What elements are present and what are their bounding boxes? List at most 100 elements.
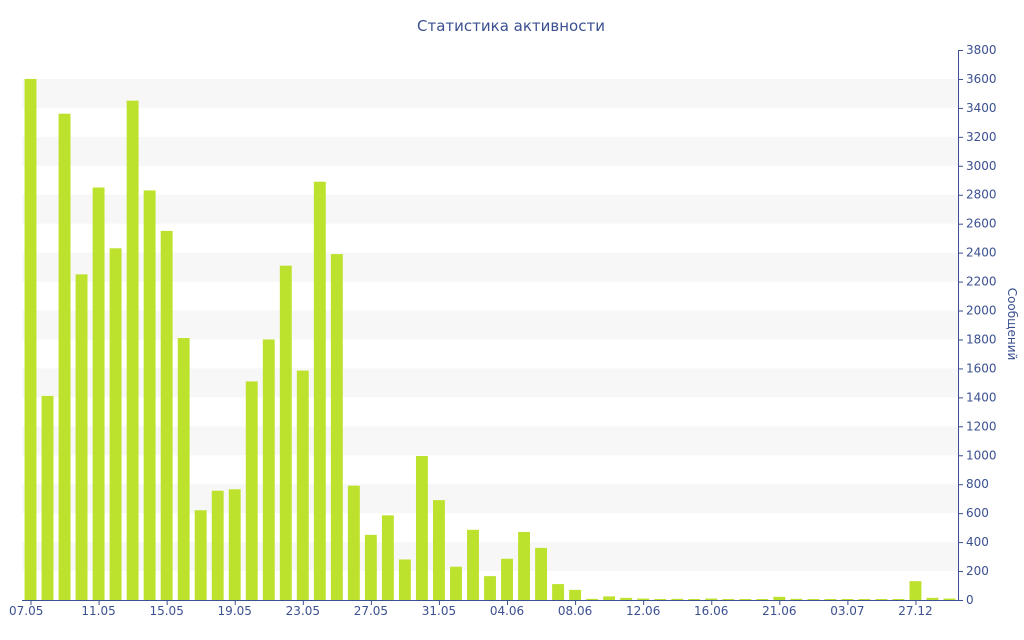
bar — [24, 78, 37, 600]
bar — [177, 338, 190, 600]
chart-title: Статистика активности — [417, 17, 605, 35]
bar — [450, 566, 462, 600]
bar — [654, 599, 667, 600]
bar — [552, 584, 565, 600]
bar — [245, 381, 258, 600]
x-tick-label: 08.06 — [558, 604, 592, 618]
y-tick-label: 1000 — [966, 448, 997, 462]
bar — [892, 599, 905, 600]
bar — [347, 485, 360, 600]
y-tick-label: 600 — [966, 506, 989, 520]
x-tick-label: 03.07 — [830, 604, 864, 618]
grid-bands — [22, 78, 958, 572]
bar — [637, 598, 650, 600]
y-tick-label: 3400 — [966, 101, 997, 115]
y-tick-labels: 0 200 400 600 800 1000 1200 1400 1600 1800 2000 220… — [958, 43, 997, 607]
bar — [58, 113, 71, 601]
bar — [739, 599, 752, 600]
x-tick-label: 27.12 — [898, 604, 932, 618]
bar — [722, 599, 735, 600]
bar — [330, 254, 343, 600]
bar — [756, 599, 769, 600]
bar — [381, 515, 394, 600]
y-tick-label: 1400 — [966, 390, 997, 404]
bar — [296, 370, 309, 600]
bar — [92, 187, 105, 600]
y-tick-label: 2200 — [966, 275, 997, 289]
bar — [824, 599, 837, 600]
x-tick-label: 23.05 — [286, 604, 320, 618]
bar — [126, 100, 139, 600]
bar — [569, 589, 582, 600]
bar — [518, 531, 530, 600]
x-tick-label: 31.05 — [422, 604, 456, 618]
bar — [415, 455, 428, 600]
y-tick-label: 800 — [966, 477, 989, 491]
y-tick-label: 400 — [966, 535, 989, 549]
x-tick-label: 12.06 — [626, 604, 660, 618]
bar — [807, 599, 820, 600]
bar — [143, 190, 156, 600]
bar — [228, 489, 241, 600]
x-tick-labels: 07.05 11.05 15.05 19.05 23.05 27.05 31.05 04.06… — [9, 600, 933, 618]
y-tick-label: 1200 — [966, 419, 997, 433]
bar — [211, 490, 224, 600]
y-tick-label: 2000 — [966, 304, 997, 318]
bar — [943, 598, 956, 600]
x-tick-label: 04.06 — [490, 604, 524, 618]
bar — [909, 581, 922, 600]
bar — [364, 534, 377, 600]
grid-band — [22, 136, 958, 166]
x-tick-label: 07.05 — [9, 604, 43, 618]
y-tick-label: 1800 — [966, 332, 997, 346]
bar — [41, 395, 54, 600]
y-tick-label: 2800 — [966, 188, 997, 202]
bar — [705, 598, 718, 600]
bar — [75, 274, 88, 600]
bars-group — [24, 78, 956, 601]
y-tick-label: 3000 — [966, 159, 997, 173]
bar — [671, 598, 684, 600]
grid-band — [22, 310, 958, 340]
x-tick-label: 16.06 — [694, 604, 728, 618]
x-tick-label: 27.05 — [354, 604, 388, 618]
bar — [875, 599, 888, 600]
bar — [432, 500, 445, 600]
grid-band — [22, 194, 958, 224]
axes-group — [22, 50, 959, 601]
bar — [535, 547, 548, 600]
grid-band — [22, 78, 958, 108]
x-tick-label: 15.05 — [149, 604, 183, 618]
bar — [773, 596, 786, 600]
bar — [484, 576, 496, 600]
x-tick-label: 21.06 — [762, 604, 796, 618]
y-tick-label: 200 — [966, 564, 989, 578]
grid-band — [22, 252, 958, 282]
y-tick-label: 3200 — [966, 130, 997, 144]
y-tick-label: 1600 — [966, 361, 997, 375]
bar — [790, 598, 803, 600]
bar — [620, 597, 633, 600]
bar — [279, 265, 292, 600]
y-tick-label: 2400 — [966, 246, 997, 260]
bar — [603, 596, 616, 600]
bar — [313, 181, 326, 600]
bar — [858, 599, 871, 600]
bar — [109, 248, 122, 601]
y-tick-label: 3600 — [966, 72, 997, 86]
x-tick-label: 11.05 — [81, 604, 115, 618]
bar — [688, 599, 701, 600]
y-tick-label: 3800 — [966, 43, 997, 57]
x-tick-label: 19.05 — [218, 604, 252, 618]
bar — [194, 510, 207, 600]
y-tick-label: 2600 — [966, 217, 997, 231]
bar — [841, 599, 854, 600]
bar — [501, 558, 513, 600]
bar — [160, 230, 173, 601]
y-axis-label: Сообщений — [1005, 288, 1019, 361]
y-tick-label: 0 — [966, 593, 974, 607]
bar — [262, 339, 275, 600]
bar — [398, 559, 411, 600]
bar — [467, 529, 479, 600]
